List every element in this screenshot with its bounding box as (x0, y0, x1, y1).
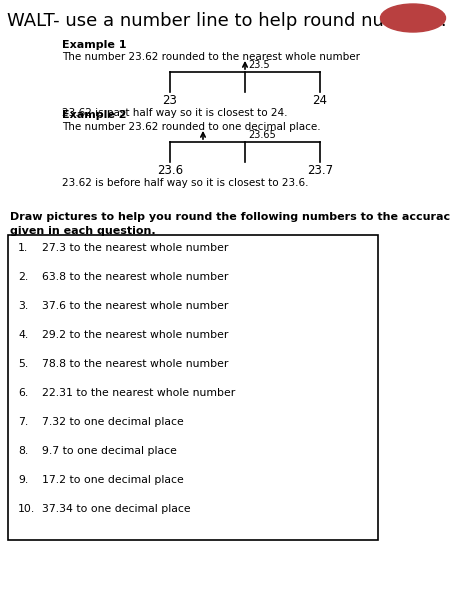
Text: 27.3 to the nearest whole number: 27.3 to the nearest whole number (42, 243, 228, 253)
Text: 7.: 7. (18, 417, 28, 427)
Text: Example 1: Example 1 (62, 40, 126, 50)
Text: 3.: 3. (18, 301, 28, 311)
Text: 24: 24 (312, 94, 328, 107)
Text: Draw pictures to help you round the following numbers to the accuracy: Draw pictures to help you round the foll… (10, 212, 450, 222)
Text: 78.8 to the nearest whole number: 78.8 to the nearest whole number (42, 359, 228, 369)
Text: WALT- use a number line to help round numbers.: WALT- use a number line to help round nu… (7, 12, 446, 30)
Text: 37.6 to the nearest whole number: 37.6 to the nearest whole number (42, 301, 228, 311)
Text: given in each question.: given in each question. (10, 226, 156, 236)
Text: 23.62 is before half way so it is closest to 23.6.: 23.62 is before half way so it is closes… (62, 178, 309, 188)
Bar (8, 235, 378, 540)
Text: 22.31 to the nearest whole number: 22.31 to the nearest whole number (42, 388, 235, 398)
Text: 23.62 is past half way so it is closest to 24.: 23.62 is past half way so it is closest … (62, 108, 288, 118)
Ellipse shape (381, 4, 446, 32)
Text: 23: 23 (162, 94, 177, 107)
Text: 2.: 2. (18, 272, 28, 282)
Text: 6.: 6. (18, 388, 28, 398)
Text: The number 23.62 rounded to one decimal place.: The number 23.62 rounded to one decimal … (62, 122, 320, 132)
Text: 37.34 to one decimal place: 37.34 to one decimal place (42, 504, 191, 514)
Text: 29.2 to the nearest whole number: 29.2 to the nearest whole number (42, 330, 228, 340)
Text: 23.65: 23.65 (248, 130, 276, 140)
Text: 1.: 1. (18, 243, 28, 253)
Text: 23.6: 23.6 (157, 164, 183, 177)
Text: 9.: 9. (18, 475, 28, 485)
Text: 5.: 5. (18, 359, 28, 369)
Text: The number 23.62 rounded to the nearest whole number: The number 23.62 rounded to the nearest … (62, 52, 360, 62)
Text: 8.: 8. (18, 446, 28, 456)
Text: Example 2: Example 2 (62, 110, 126, 120)
Text: 4.: 4. (18, 330, 28, 340)
Text: 23.5: 23.5 (248, 60, 270, 70)
Text: 63.8 to the nearest whole number: 63.8 to the nearest whole number (42, 272, 228, 282)
Text: 9.7 to one decimal place: 9.7 to one decimal place (42, 446, 177, 456)
Text: 23.7: 23.7 (307, 164, 333, 177)
Text: 17.2 to one decimal place: 17.2 to one decimal place (42, 475, 184, 485)
Text: 10.: 10. (18, 504, 35, 514)
Text: 7.32 to one decimal place: 7.32 to one decimal place (42, 417, 184, 427)
